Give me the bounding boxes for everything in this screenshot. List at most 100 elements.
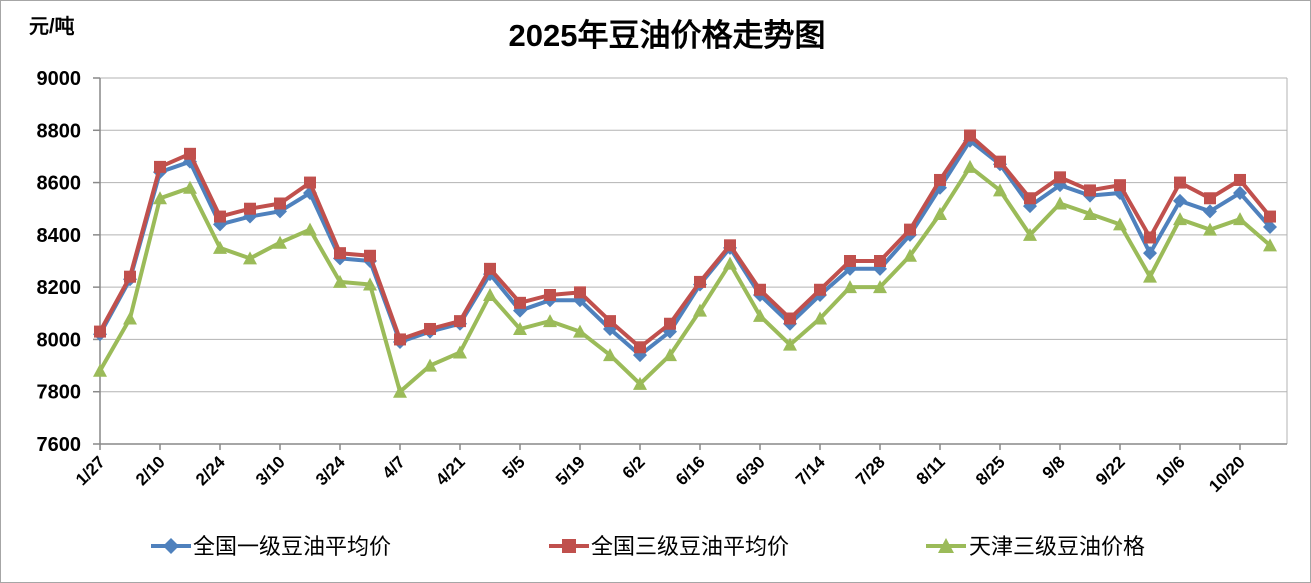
data-point-marker-square [544, 288, 556, 301]
data-point-marker-triangle [573, 324, 587, 338]
data-point-marker-triangle [753, 308, 767, 322]
data-point-marker-triangle [393, 384, 407, 398]
legend-item: 天津三级豆油价格 [926, 534, 1145, 559]
series-line-1 [98, 133, 1272, 350]
data-point-marker-triangle [1083, 206, 1097, 220]
data-point-marker-triangle [273, 235, 287, 249]
data-point-marker-square [994, 155, 1006, 168]
data-point-marker-square [1114, 179, 1126, 192]
data-point-marker-triangle [873, 280, 887, 294]
legend-item: 全国一级豆油平均价 [151, 534, 391, 559]
x-tick-label: 3/24 [312, 452, 349, 489]
data-point-marker-square [124, 270, 136, 283]
data-point-marker-square [694, 275, 706, 288]
data-point-marker-square [484, 262, 496, 275]
x-tick-label: 9/8 [1039, 452, 1069, 482]
data-point-marker-square [274, 197, 286, 210]
legend-marker [562, 539, 576, 553]
data-point-marker-square [154, 160, 166, 173]
data-point-marker-square [1084, 184, 1096, 197]
data-point-marker-square [454, 315, 466, 328]
y-tick-label: 7600 [37, 434, 82, 456]
legend-label-tianjin: 天津三级豆油价格 [969, 534, 1145, 559]
x-tick-label: 4/21 [432, 452, 469, 489]
data-point-marker-triangle [483, 287, 497, 301]
data-point-marker-square [364, 249, 376, 262]
data-point-marker-square [1144, 231, 1156, 244]
data-point-marker-diamond [1203, 204, 1217, 219]
data-point-marker-square [874, 255, 886, 267]
data-point-marker-square [94, 325, 106, 338]
data-point-marker-triangle [723, 256, 737, 270]
data-point-marker-triangle [693, 303, 707, 317]
series-line-0 [98, 138, 1272, 358]
data-point-marker-triangle [1233, 212, 1247, 226]
x-tick-label: 6/30 [732, 452, 769, 489]
data-point-marker-triangle [543, 314, 557, 328]
x-tick-label: 8/11 [913, 452, 949, 488]
data-point-marker-square [514, 296, 526, 309]
legend-marker-square-icon [549, 539, 589, 553]
data-point-marker-square [724, 239, 736, 252]
data-point-marker-square [1264, 210, 1276, 223]
data-point-marker-square [634, 341, 646, 354]
legend-item: 全国三级豆油平均价 [549, 534, 789, 559]
data-point-marker-square [424, 322, 436, 335]
data-point-marker-square [664, 317, 676, 330]
data-point-marker-square [214, 210, 226, 223]
data-point-marker-triangle [333, 274, 347, 288]
data-point-marker-square [784, 312, 796, 325]
x-tick-label: 9/22 [1092, 452, 1129, 489]
data-point-marker-square [1174, 176, 1186, 189]
x-tick-label: 2/10 [132, 452, 169, 489]
data-point-marker-triangle [843, 280, 857, 294]
data-point-marker-square [754, 283, 766, 296]
gridlines-layer [100, 77, 1288, 444]
data-point-marker-square [1024, 192, 1036, 205]
data-point-marker-square [1234, 173, 1246, 186]
data-point-marker-triangle [1203, 222, 1217, 236]
legend-marker-triangle-icon [926, 538, 966, 553]
x-tick-label: 6/2 [619, 452, 649, 482]
y-tick-label: 9000 [37, 68, 82, 90]
legend-marker [938, 538, 954, 553]
x-tick-label: 7/14 [792, 452, 829, 489]
data-point-marker-triangle [93, 363, 107, 377]
data-point-marker-triangle [243, 251, 257, 265]
data-point-marker-triangle [813, 311, 827, 325]
series-layer [93, 129, 1277, 398]
data-point-marker-square [394, 333, 406, 346]
data-point-marker-square [574, 286, 586, 299]
x-tick-label: 10/6 [1152, 452, 1189, 489]
data-point-marker-triangle [963, 159, 977, 173]
data-point-marker-triangle [363, 277, 377, 291]
x-tick-label: 2/24 [192, 452, 229, 489]
data-point-marker-triangle [213, 240, 227, 254]
legend-marker [163, 538, 179, 554]
data-point-marker-diamond [1263, 220, 1277, 235]
legend-marker-diamond-icon [151, 538, 191, 554]
data-point-marker-triangle [513, 321, 527, 335]
x-tick-label: 8/25 [972, 452, 1009, 489]
data-point-marker-triangle [663, 348, 677, 362]
x-tick-label: 5/19 [552, 452, 589, 489]
data-point-marker-diamond [1233, 186, 1247, 201]
data-point-marker-triangle [303, 222, 317, 236]
data-point-marker-square [904, 223, 916, 236]
data-point-marker-square [814, 283, 826, 296]
y-tick-label: 8800 [37, 120, 82, 142]
data-point-marker-triangle [633, 376, 647, 390]
data-point-marker-triangle [453, 345, 467, 359]
data-point-marker-diamond [1143, 246, 1157, 261]
axes-layer [93, 77, 1287, 450]
data-point-marker-square [844, 255, 856, 267]
data-point-marker-triangle [783, 337, 797, 351]
data-point-marker-square [304, 176, 316, 189]
data-point-marker-triangle [423, 358, 437, 372]
y-tick-label: 8600 [37, 173, 82, 195]
data-point-marker-triangle [933, 206, 947, 220]
x-tick-label: 4/7 [379, 452, 409, 482]
